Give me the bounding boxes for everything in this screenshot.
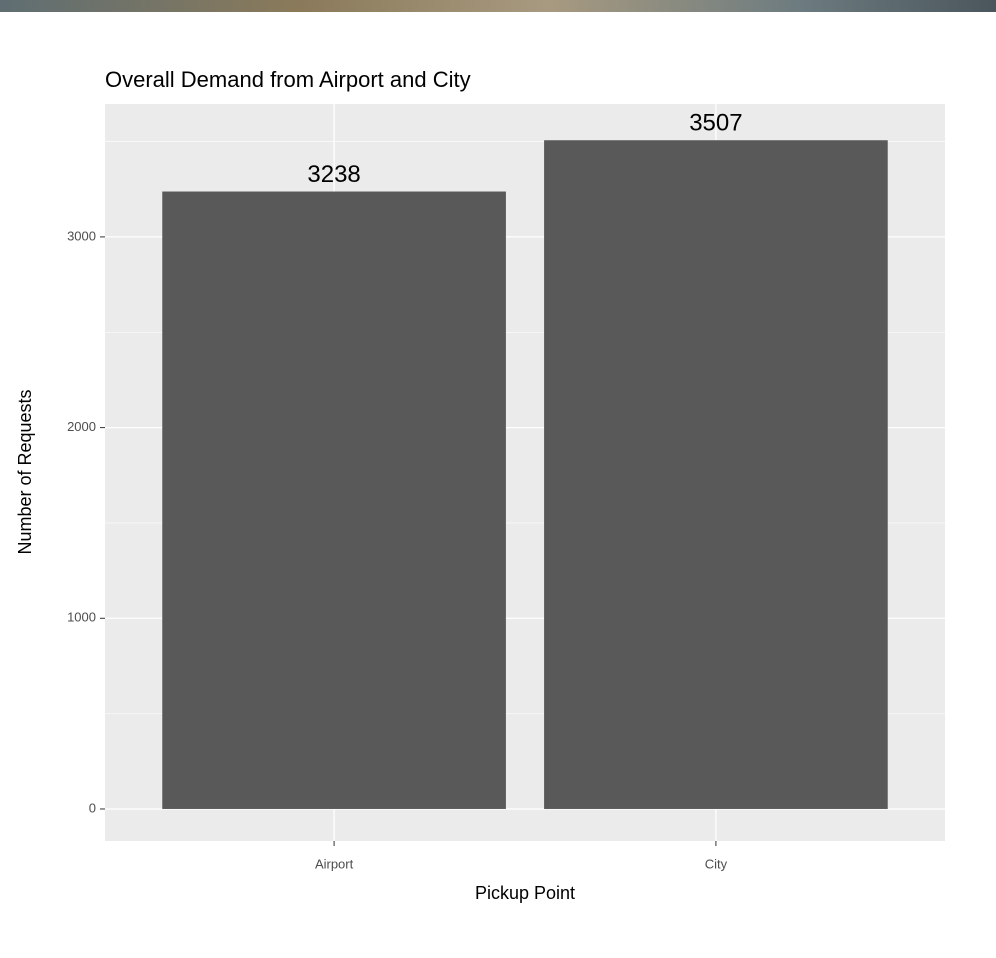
y-axis-title: Number of Requests — [15, 389, 35, 554]
value-label: 3238 — [307, 161, 360, 188]
y-tick-label: 0 — [89, 800, 96, 815]
y-tick-label: 2000 — [67, 419, 96, 434]
bar — [544, 140, 888, 809]
x-tick-label: Airport — [315, 856, 354, 871]
x-axis-title: Pickup Point — [475, 883, 575, 903]
y-tick-label: 1000 — [67, 610, 96, 625]
value-label: 3507 — [689, 110, 742, 137]
chart-title: Overall Demand from Airport and City — [105, 67, 471, 92]
bar — [162, 191, 506, 809]
header-photo — [0, 0, 996, 12]
x-tick-label: City — [705, 856, 728, 871]
y-tick-label: 3000 — [67, 228, 96, 243]
